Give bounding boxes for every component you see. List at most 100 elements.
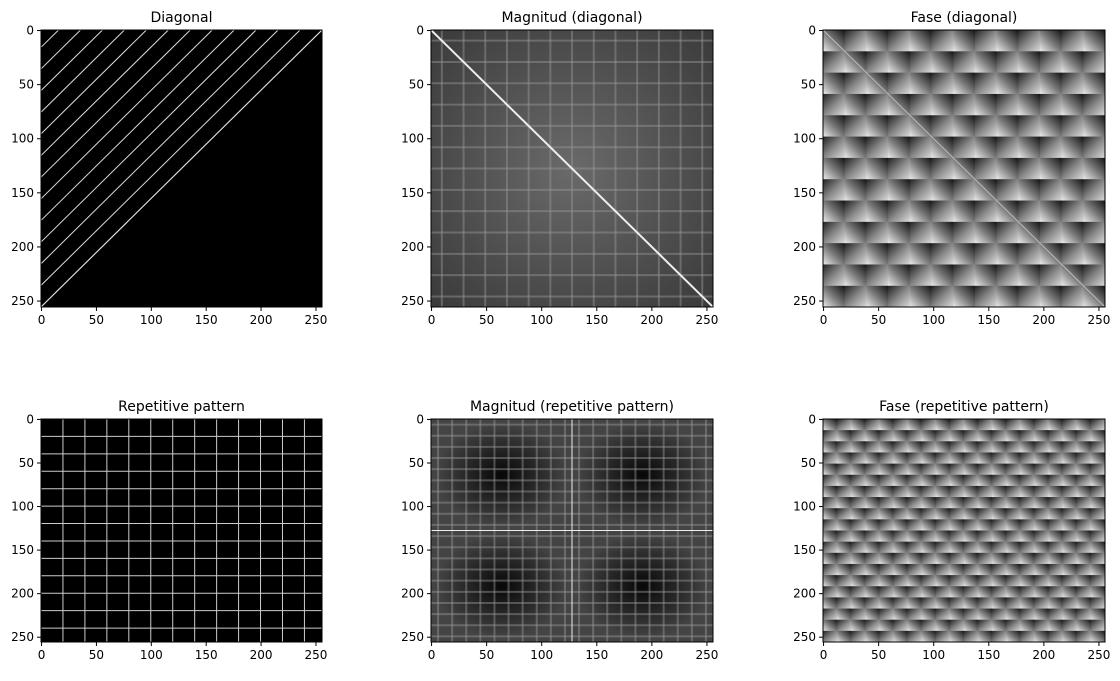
cell <box>1006 608 1021 621</box>
cell <box>823 179 846 202</box>
cell <box>996 72 1019 95</box>
cell <box>931 157 954 180</box>
cell <box>823 115 846 138</box>
y-tick-label: 200 <box>401 240 424 254</box>
cell <box>909 200 933 223</box>
cell <box>931 51 954 74</box>
x-tick-label: 0 <box>38 648 46 662</box>
cell <box>823 608 838 621</box>
cell <box>1006 474 1021 487</box>
cell <box>921 474 937 487</box>
y-tick-label: 50 <box>801 456 816 470</box>
cell <box>823 508 838 520</box>
cell <box>893 497 909 509</box>
cell <box>992 419 1007 431</box>
cell <box>1020 563 1035 576</box>
cell <box>851 552 866 565</box>
cell <box>992 497 1007 509</box>
cell <box>865 530 880 543</box>
cell <box>949 463 965 476</box>
x-tick-label: 0 <box>820 313 828 327</box>
cell <box>907 441 923 453</box>
y-tick-label: 200 <box>793 240 816 254</box>
cell <box>964 441 979 453</box>
cell <box>865 630 880 642</box>
cell <box>1062 485 1078 498</box>
cell <box>931 200 954 223</box>
cell <box>865 519 880 531</box>
axes-frame <box>430 29 714 308</box>
cell <box>1018 200 1041 223</box>
cell <box>1040 285 1063 307</box>
cell <box>907 485 923 498</box>
cell <box>921 452 937 465</box>
cell <box>893 441 909 453</box>
y-tick-label: 50 <box>801 78 816 92</box>
cell <box>964 519 979 531</box>
cell <box>1034 508 1050 520</box>
cell <box>992 474 1007 487</box>
cell <box>1083 200 1105 223</box>
cell <box>907 519 923 531</box>
cell <box>866 264 889 287</box>
y-tick-label: 50 <box>19 456 34 470</box>
cell <box>1018 30 1041 52</box>
cell <box>1090 508 1105 520</box>
x-tick-label: 150 <box>977 648 1000 662</box>
cell <box>851 630 866 642</box>
cell <box>851 530 866 543</box>
cell <box>823 597 838 610</box>
x-tick-label: 250 <box>305 313 328 327</box>
y-tick-label: 100 <box>11 500 34 514</box>
cell <box>921 441 937 453</box>
cell <box>964 575 979 587</box>
cell <box>992 441 1007 453</box>
y-tick-label: 250 <box>11 294 34 308</box>
cell <box>866 51 889 74</box>
y-tick-label: 100 <box>401 132 424 146</box>
cell <box>866 243 889 265</box>
x-tick-label: 50 <box>479 648 494 662</box>
cell <box>953 179 976 202</box>
cell <box>1040 136 1063 159</box>
stripe <box>41 30 81 70</box>
x-tick-label: 150 <box>195 648 218 662</box>
cell <box>1048 508 1064 520</box>
x-tick-label: 0 <box>38 313 46 327</box>
x-tick-label: 100 <box>530 313 553 327</box>
cell <box>953 30 976 52</box>
cell <box>1018 157 1041 180</box>
cell <box>865 419 880 431</box>
cell <box>1048 519 1064 531</box>
cell <box>844 221 867 244</box>
cell <box>921 575 937 587</box>
cell <box>823 463 838 476</box>
cell <box>978 530 993 543</box>
cell <box>893 597 909 610</box>
cell <box>1034 552 1050 565</box>
x-tick-label: 50 <box>871 313 886 327</box>
x-tick-label: 50 <box>89 313 104 327</box>
cell <box>996 285 1019 307</box>
subplot-title: Fase (repetitive pattern) <box>879 399 1049 415</box>
cell <box>935 597 951 610</box>
y-tick-label: 250 <box>11 630 34 644</box>
cell <box>823 264 846 287</box>
cell <box>974 30 998 52</box>
cell <box>1062 597 1078 610</box>
cell <box>1083 115 1105 138</box>
x-tick-label: 150 <box>195 313 218 327</box>
cell <box>974 51 998 74</box>
cell <box>1006 497 1021 509</box>
cell <box>1040 115 1063 138</box>
cell <box>866 115 889 138</box>
cell <box>823 243 846 265</box>
cell <box>909 179 933 202</box>
cell <box>931 243 954 265</box>
cell <box>823 285 846 307</box>
cell <box>837 597 852 610</box>
cell <box>851 575 866 587</box>
cell <box>879 497 894 509</box>
cell <box>978 597 993 610</box>
cell <box>1062 552 1078 565</box>
